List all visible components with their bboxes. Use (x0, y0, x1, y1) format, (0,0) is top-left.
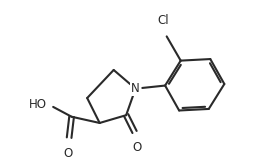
Text: HO: HO (29, 98, 47, 111)
Text: N: N (131, 82, 140, 95)
Text: Cl: Cl (158, 14, 169, 27)
Text: O: O (64, 147, 73, 160)
Text: O: O (133, 141, 142, 154)
